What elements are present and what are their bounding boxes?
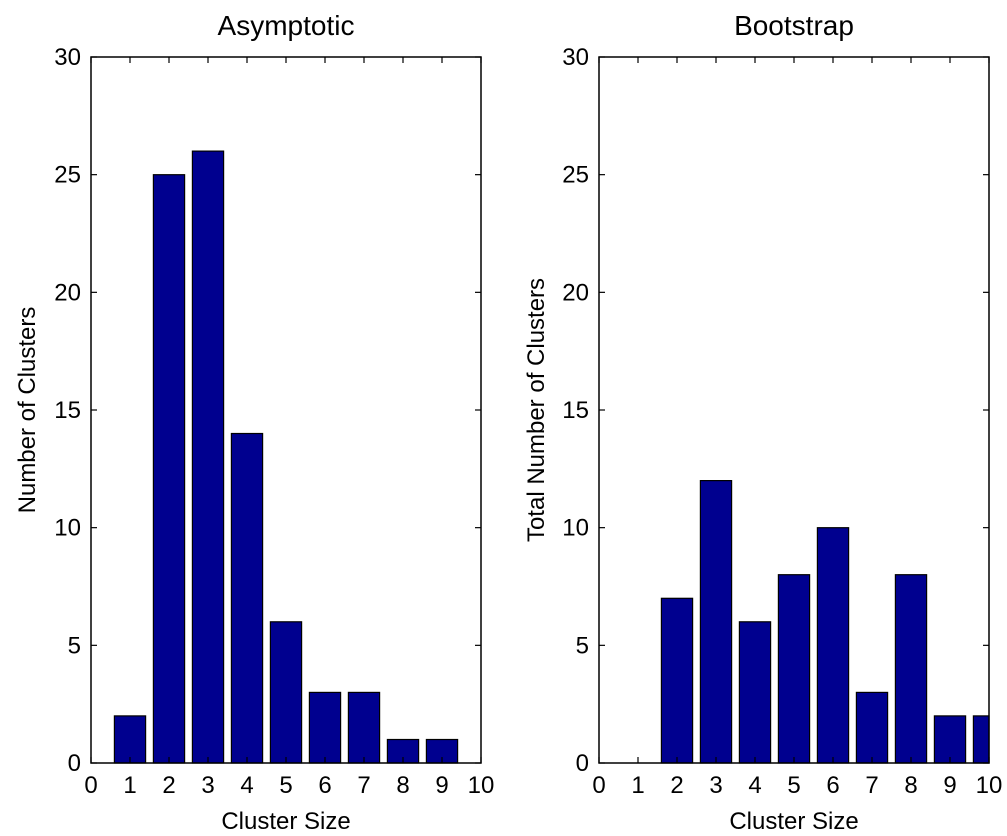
y-tick-label: 30 [54, 44, 81, 71]
x-tick-label: 8 [396, 772, 409, 799]
y-tick-label: 20 [54, 279, 81, 306]
x-tick-label: 8 [904, 772, 917, 799]
bar [152, 174, 186, 764]
bar [269, 621, 303, 764]
y-tick-label: 5 [576, 632, 589, 659]
x-tick-label: 0 [84, 772, 97, 799]
y-tick-label: 5 [68, 632, 81, 659]
bar [855, 691, 889, 764]
x-tick-label: 6 [318, 772, 331, 799]
bar [191, 150, 225, 764]
x-tick-label: 2 [162, 772, 175, 799]
x-tick-label: 2 [670, 772, 683, 799]
bar [113, 715, 147, 764]
y-tick-label: 25 [562, 162, 589, 189]
bar [972, 715, 990, 764]
bar [933, 715, 967, 764]
x-tick-label: 5 [787, 772, 800, 799]
bar-series [660, 480, 990, 764]
y-tick-label: 10 [54, 515, 81, 542]
x-tick-label: 1 [631, 772, 644, 799]
y-tick-label: 10 [562, 515, 589, 542]
x-tick-labels: 0 1 2 3 4 5 6 7 8 9 10 [592, 772, 1002, 799]
y-tick-label: 30 [562, 44, 589, 71]
x-tick-label: 4 [240, 772, 253, 799]
bar-series [113, 150, 459, 764]
bar [699, 480, 733, 764]
x-tick-label: 7 [357, 772, 370, 799]
y-tick-label: 15 [54, 397, 81, 424]
x-tick-label: 3 [709, 772, 722, 799]
y-tick-label: 15 [562, 397, 589, 424]
y-axis-label: Number of Clusters [14, 307, 41, 514]
bar [777, 574, 811, 764]
x-axis-label: Cluster Size [221, 808, 350, 835]
y-tick-labels: 0 5 10 15 20 25 30 [562, 44, 589, 777]
x-tick-label: 0 [592, 772, 605, 799]
x-tick-label: 6 [826, 772, 839, 799]
x-tick-label: 10 [468, 772, 495, 799]
x-tick-labels: 0 1 2 3 4 5 6 7 8 9 10 [84, 772, 494, 799]
bar [308, 691, 342, 764]
y-axis-label: Total Number of Clusters [523, 278, 550, 542]
x-axis-label: Cluster Size [729, 808, 858, 835]
x-tick-label: 9 [943, 772, 956, 799]
x-tick-label: 3 [201, 772, 214, 799]
y-tick-label: 25 [54, 162, 81, 189]
y-tick-label: 0 [68, 750, 81, 777]
x-tick-label: 4 [748, 772, 761, 799]
tick-marks [90, 56, 482, 764]
chart-title: Bootstrap [734, 10, 854, 41]
y-tick-label: 20 [562, 279, 589, 306]
x-tick-label: 5 [279, 772, 292, 799]
bar [660, 597, 694, 764]
x-tick-label: 7 [865, 772, 878, 799]
bar [894, 574, 928, 764]
bar [230, 432, 264, 764]
chart-title: Asymptotic [218, 10, 355, 41]
x-tick-label: 1 [123, 772, 136, 799]
bar [347, 691, 381, 764]
tick-marks [598, 56, 990, 764]
x-tick-label: 10 [976, 772, 1003, 799]
bar [816, 527, 850, 764]
y-tick-labels: 0 5 10 15 20 25 30 [54, 44, 81, 777]
y-tick-label: 0 [576, 750, 589, 777]
x-tick-label: 9 [435, 772, 448, 799]
bar [738, 621, 772, 764]
